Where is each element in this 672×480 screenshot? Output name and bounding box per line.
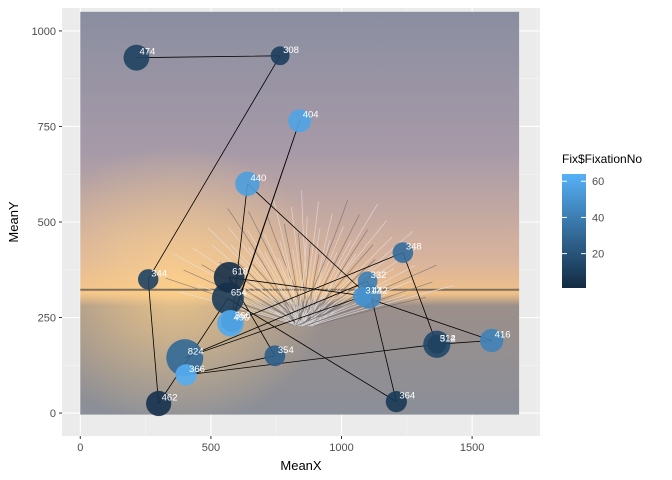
x-tick-label: 1000 [329,442,353,454]
tree-branch [295,254,357,327]
point-label: 654 [231,287,247,298]
point-label: 474 [139,47,155,58]
fixation-point [235,171,260,196]
point-label: 462 [162,393,178,404]
fixation-point [479,328,504,353]
y-tick-label: 500 [38,217,56,229]
tree-branch [212,245,296,327]
x-tick-label: 500 [202,442,220,454]
fixation-point [270,46,290,66]
point-label: 366 [235,310,251,321]
fixation-point [213,262,245,293]
x-tick-label: 1500 [460,442,484,454]
point-label: 364 [399,391,415,402]
point-label: 344 [151,268,167,279]
fixation-point [221,310,243,333]
point-label: 824 [188,347,204,358]
y-axis-title: MeanY [6,201,21,243]
point-label: 404 [303,110,319,121]
fixation-point [123,44,150,71]
tree-branch [248,211,306,327]
tree-branch [304,214,360,327]
fixation-point [175,364,197,386]
tree-branch [313,297,426,327]
tree-branch [227,208,297,327]
fixation-point [166,339,204,377]
point-label: 416 [495,329,511,340]
tree-branch [301,201,319,327]
legend-tick-label: 20 [592,249,604,261]
point-label: 496 [233,312,249,323]
legend-ticks: 20 40 60 [562,176,604,261]
tree-branch [236,261,299,327]
legend-tick-label: 40 [592,212,604,224]
tree-branch [264,251,303,327]
point-label: 312 [365,286,381,297]
tree-branch [295,216,308,327]
point-label: 348 [406,242,422,253]
fixation-point [357,271,378,292]
y-tick-label: 0 [50,408,56,420]
tree-branch [298,226,344,327]
x-axis: 0 500 1000 1500 [77,436,484,454]
point-label: 312 [440,333,456,344]
tree-branch [298,232,312,327]
y-tick-label: 1000 [32,26,56,38]
x-tick-label: 0 [77,442,83,454]
point-label: 308 [283,45,299,56]
point-label: 332 [371,270,387,281]
tree-branch [307,294,406,327]
fixation-point [385,391,407,413]
legend-title: Fix$FixationNo [562,152,642,166]
tree-branch [304,281,433,327]
fixation-points [123,44,504,417]
tree-branch [301,244,374,327]
point-label: 440 [250,173,266,184]
legend-colorbar [562,174,586,288]
fixation-point [137,269,159,290]
point-label: 354 [278,345,294,356]
point-label: 618 [232,266,248,277]
y-tick-label: 250 [38,313,56,325]
y-axis: 0 250 500 750 1000 [32,26,62,420]
legend-tick-label: 60 [592,176,604,188]
tree-branch [295,252,395,327]
tree-branch [172,253,299,327]
point-label: 442 [372,286,388,297]
background-photo [80,11,520,415]
tree-branch [295,199,348,327]
fixation-point [427,334,447,354]
point-label: 514 [440,333,456,344]
tree-branch [298,243,311,327]
y-tick-label: 750 [38,121,56,133]
fixation-point [146,390,172,417]
legend: Fix$FixationNo 20 40 60 [562,152,642,288]
x-axis-title: MeanX [280,458,322,473]
fixation-point [264,345,286,367]
tree-branch [272,198,300,327]
fixation-point [288,109,312,133]
fixation-point [352,287,372,307]
tree-branch [298,280,412,327]
fixation-point [392,242,414,263]
point-label: 366 [189,364,205,375]
